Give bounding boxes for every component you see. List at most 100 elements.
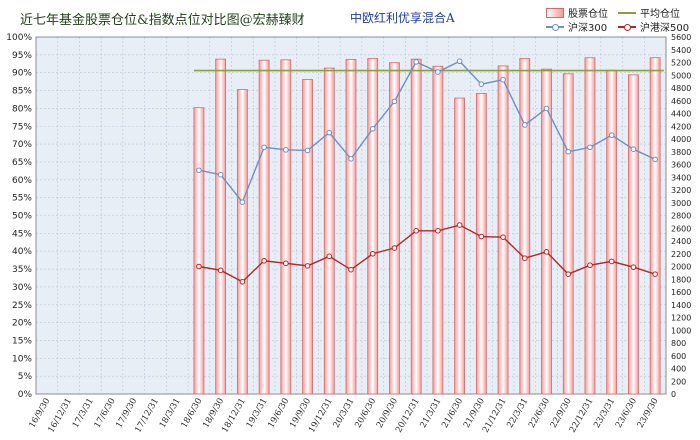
legend-swatch-avg bbox=[618, 8, 636, 18]
bar-stock-position bbox=[454, 97, 466, 395]
csi500-point bbox=[435, 228, 441, 234]
right-tick-label: 200 bbox=[671, 377, 686, 386]
chart-subtitle: 中欧红利优享混合A bbox=[350, 11, 455, 25]
bar-stock-position bbox=[345, 59, 357, 395]
csi500-point bbox=[543, 249, 550, 255]
right-tick-label: 3000 bbox=[671, 199, 691, 208]
legend-label-csi500: 沪港深500 bbox=[640, 23, 690, 34]
bar-stock-position bbox=[193, 107, 205, 395]
bar-stock-position bbox=[280, 59, 292, 395]
x-tick-label: 23/9/30 bbox=[636, 397, 661, 430]
right-tick-label: 5600 bbox=[671, 33, 691, 42]
left-tick-label: 5% bbox=[18, 372, 33, 382]
csi500-point bbox=[283, 260, 289, 267]
hs300-point bbox=[587, 144, 593, 151]
right-tick-label: 3600 bbox=[671, 161, 691, 170]
legend-item-avg: 平均仓位 bbox=[618, 5, 680, 20]
hs300-point bbox=[283, 147, 289, 153]
csi500-point bbox=[217, 267, 224, 274]
bar-stock-position bbox=[258, 59, 270, 395]
right-tick-label: 5200 bbox=[671, 59, 691, 68]
csi500-line bbox=[198, 224, 656, 283]
left-tick-label: 80% bbox=[12, 104, 32, 114]
bar-stock-position bbox=[541, 68, 552, 395]
right-tick-label: 0 bbox=[671, 390, 676, 399]
right-tick-label: 2200 bbox=[671, 250, 691, 259]
legend-swatch-csi500 bbox=[618, 22, 636, 32]
right-tick-label: 3800 bbox=[671, 148, 691, 157]
hs300-point bbox=[565, 148, 572, 155]
csi500-point bbox=[652, 271, 658, 277]
legend-item-csi500: 沪港深500 bbox=[618, 19, 689, 34]
hs300-point bbox=[391, 98, 398, 105]
bar-stock-position bbox=[475, 93, 487, 395]
csi500-point bbox=[478, 233, 485, 240]
left-tick-label: 25% bbox=[12, 301, 32, 311]
right-tick-label: 1800 bbox=[671, 275, 691, 284]
bar-stock-position bbox=[628, 74, 639, 395]
bar-stock-position bbox=[302, 79, 313, 395]
left-tick-label: 90% bbox=[12, 69, 32, 79]
csi500-point bbox=[565, 271, 572, 277]
left-tick-label: 95% bbox=[12, 51, 32, 61]
legend-swatch-bar bbox=[546, 7, 564, 18]
left-tick-label: 50% bbox=[12, 212, 32, 222]
bar-stock-position bbox=[236, 89, 248, 395]
right-tick-label: 4400 bbox=[671, 110, 691, 119]
csi500-point bbox=[239, 279, 246, 285]
csi500-point bbox=[348, 266, 354, 273]
right-tick-label: 1000 bbox=[671, 326, 691, 335]
left-tick-label: 45% bbox=[12, 229, 32, 239]
left-tick-label: 15% bbox=[12, 336, 32, 346]
right-tick-label: 4000 bbox=[671, 135, 691, 144]
right-tick-label: 5000 bbox=[671, 71, 691, 80]
right-tick-label: 2000 bbox=[671, 263, 691, 272]
bar-stock-position bbox=[606, 69, 618, 395]
hs300-point bbox=[217, 171, 224, 178]
csi500-point bbox=[391, 245, 398, 251]
legend-label-avg: 平均仓位 bbox=[640, 9, 680, 20]
right-tick-label: 5400 bbox=[671, 46, 691, 55]
hs300-point bbox=[369, 126, 376, 132]
right-tick-label: 4800 bbox=[671, 84, 691, 93]
left-tick-label: 65% bbox=[12, 158, 32, 168]
hs300-point bbox=[630, 146, 637, 152]
legend-item-bar: 股票仓位 bbox=[546, 5, 608, 20]
csi500-point bbox=[500, 234, 506, 240]
hs300-point bbox=[608, 132, 615, 138]
legend-item-hs300: 沪深300 bbox=[546, 19, 607, 34]
right-tick-label: 1400 bbox=[671, 301, 691, 310]
right-tick-label: 800 bbox=[671, 339, 686, 348]
bar-stock-position bbox=[410, 58, 422, 395]
hs300-point bbox=[652, 156, 658, 163]
legend-swatch-hs300 bbox=[546, 22, 564, 32]
csi500-point bbox=[261, 257, 267, 264]
left-tick-label: 85% bbox=[12, 87, 32, 97]
hs300-point bbox=[543, 105, 550, 112]
csi500-point bbox=[608, 258, 615, 265]
chart-title: 近七年基金股票仓位&指数点位对比图@宏赫臻财 bbox=[20, 13, 305, 28]
hs300-point bbox=[435, 69, 441, 75]
csi500-point bbox=[413, 228, 419, 234]
left-tick-label: 35% bbox=[12, 265, 32, 275]
right-tick-label: 2600 bbox=[671, 224, 691, 233]
left-tick-label: 40% bbox=[12, 247, 32, 257]
chart-legend: 股票仓位 平均仓位 沪深300 沪港深500 bbox=[546, 5, 689, 35]
left-tick-label: 30% bbox=[12, 283, 32, 293]
bar-stock-position bbox=[323, 67, 335, 395]
bar-stock-position bbox=[649, 57, 661, 395]
csi500-point bbox=[587, 262, 593, 269]
right-tick-label: 1600 bbox=[671, 288, 691, 297]
right-tick-label: 3200 bbox=[671, 186, 691, 195]
left-tick-label: 20% bbox=[12, 319, 32, 329]
left-tick-label: 60% bbox=[12, 176, 32, 186]
hs300-point bbox=[521, 122, 528, 128]
csi500-point bbox=[304, 263, 311, 269]
bar-stock-position bbox=[519, 58, 531, 395]
left-tick-label: 55% bbox=[12, 194, 32, 204]
right-tick-label: 400 bbox=[671, 365, 686, 374]
left-tick-label: 100% bbox=[6, 33, 32, 43]
csi500-point bbox=[326, 253, 333, 260]
